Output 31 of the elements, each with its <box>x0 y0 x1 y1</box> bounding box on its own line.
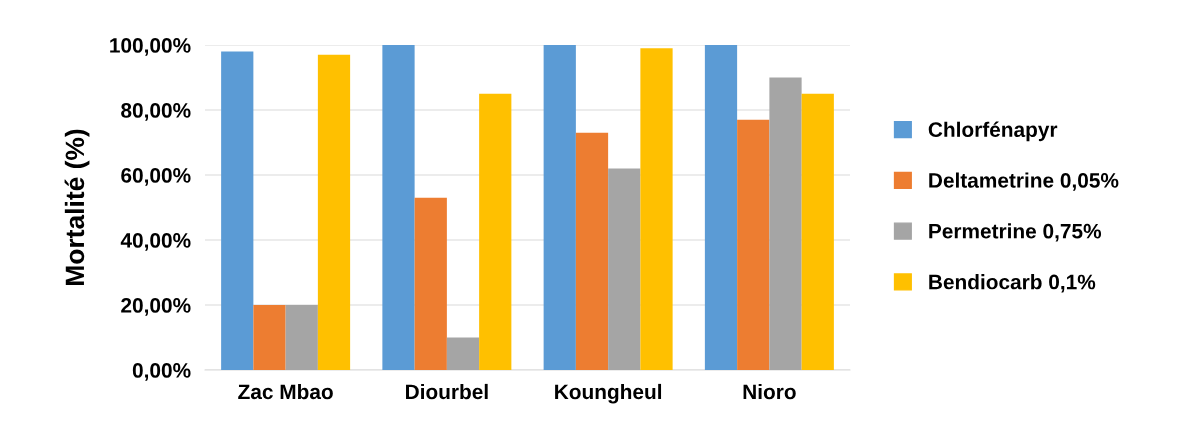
bar <box>704 45 738 370</box>
bar <box>317 54 351 370</box>
bar <box>575 132 609 370</box>
y-tick-label: 0,00% <box>132 363 191 381</box>
bar <box>285 305 318 370</box>
y-tick-label: 100,00% <box>110 38 191 56</box>
bar <box>446 337 480 370</box>
legend-label: Chlorfénapyr <box>928 121 1058 142</box>
bar <box>221 51 254 370</box>
bar <box>737 119 770 370</box>
bar <box>479 93 512 370</box>
bar <box>543 45 576 370</box>
bar <box>414 197 447 370</box>
bar <box>640 48 673 370</box>
bar <box>253 305 286 370</box>
x-tick-label: Diourbel <box>406 383 488 400</box>
y-tick-label: 80,00% <box>121 103 191 121</box>
x-tick-label: Nioro <box>743 383 796 400</box>
y-tick-label: 20,00% <box>121 298 191 316</box>
y-tick-label: 40,00% <box>120 233 191 251</box>
bar <box>769 77 802 370</box>
legend-label: Bendiocarb 0,1% <box>929 274 1096 293</box>
bar <box>801 93 834 370</box>
legend-label: Deltametrine 0,05% <box>929 172 1119 191</box>
legend-label: Permetrine 0,75% <box>929 223 1102 242</box>
x-tick-label: Koungheul <box>555 383 662 404</box>
bar <box>382 45 415 370</box>
bar <box>608 168 641 370</box>
y-tick-label: 60,00% <box>121 168 191 186</box>
y-axis-title: Mortalité (%) <box>64 129 90 285</box>
x-tick-label: Zac Mbao <box>238 383 333 400</box>
